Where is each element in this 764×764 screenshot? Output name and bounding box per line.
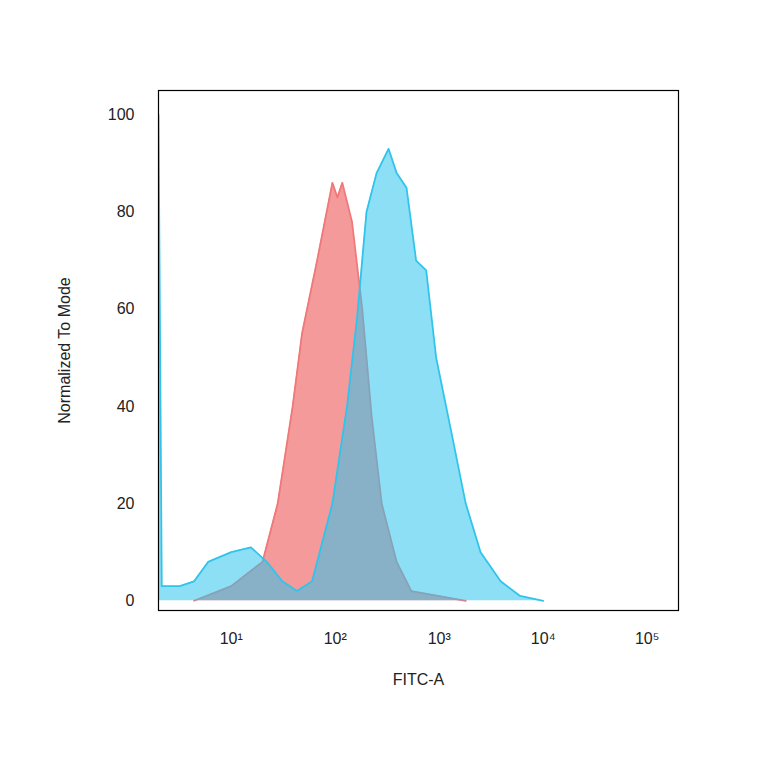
svg-text:0: 0: [126, 592, 135, 609]
svg-text:FITC-A: FITC-A: [393, 671, 445, 688]
svg-text:100: 100: [108, 106, 135, 123]
svg-text:10²: 10²: [324, 630, 348, 647]
svg-text:10³: 10³: [428, 630, 452, 647]
svg-text:80: 80: [117, 203, 135, 220]
svg-text:20: 20: [117, 495, 135, 512]
svg-text:10⁵: 10⁵: [635, 630, 659, 647]
svg-text:60: 60: [117, 300, 135, 317]
svg-text:10⁴: 10⁴: [531, 630, 556, 647]
svg-text:Normalized To Mode: Normalized To Mode: [56, 277, 73, 424]
svg-text:10¹: 10¹: [220, 630, 243, 647]
svg-text:40: 40: [117, 398, 135, 415]
